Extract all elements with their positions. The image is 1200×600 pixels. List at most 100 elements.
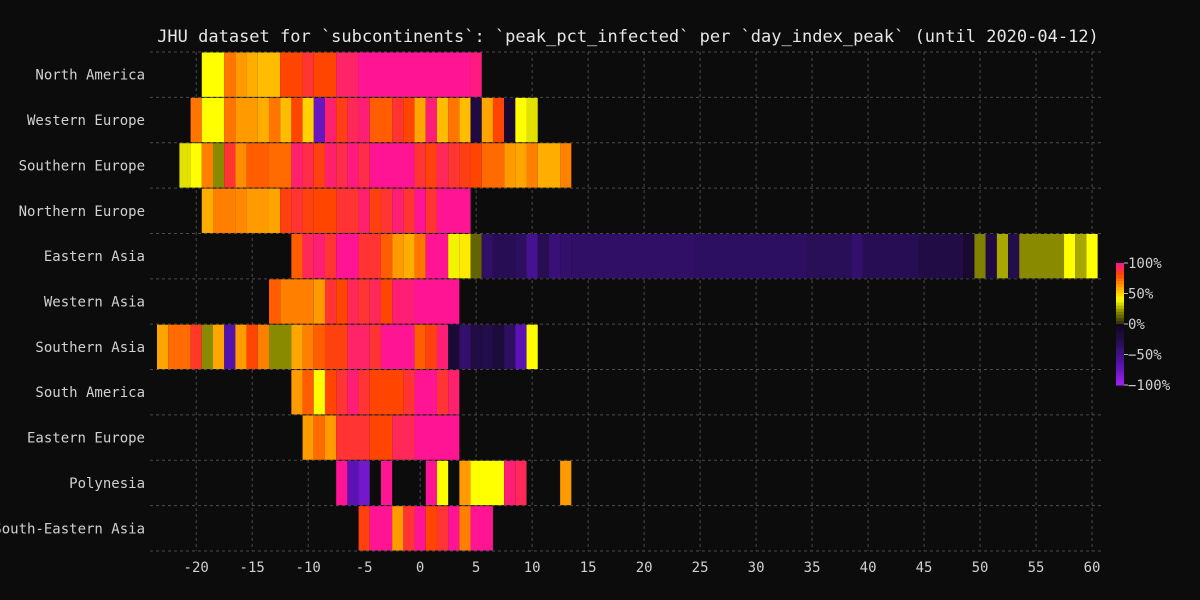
color-bar-label: 0%	[1128, 317, 1145, 333]
color-bar-segment	[1116, 369, 1124, 374]
x-tick-label: 40	[860, 560, 877, 576]
heatmap-cell	[246, 324, 258, 370]
color-bar-segment	[1116, 375, 1124, 380]
heatmap-cell	[157, 324, 169, 370]
heatmap-cell	[336, 52, 359, 97]
heatmap-cell	[280, 188, 292, 233]
heatmap-cell	[985, 233, 997, 279]
color-bar-segment	[1116, 378, 1124, 383]
x-tick-label: 0	[416, 560, 424, 576]
y-tick-label: Western Asia	[44, 295, 145, 311]
heatmap-cell	[257, 324, 269, 370]
heatmap-cell	[280, 97, 292, 143]
heatmap-cell	[347, 324, 370, 370]
heatmap-cell	[515, 324, 527, 370]
x-axis: -20 -15 -10 -5 0 5 10 15 20 25 30 35 40 45 50 55 60	[184, 560, 1101, 576]
y-tick-label: Southern Asia	[35, 340, 145, 356]
heatmap-cell	[436, 370, 449, 415]
heatmap-cell	[448, 506, 460, 551]
x-tick-label: 45	[916, 560, 933, 576]
chart-title: JHU dataset for `subcontinents`: `peak_p…	[157, 27, 1099, 47]
color-bar-segment	[1116, 287, 1124, 292]
heatmap-cell	[257, 52, 281, 97]
heatmap-cell	[380, 233, 393, 279]
heatmap-cell	[380, 188, 393, 233]
heatmap-cell	[313, 97, 325, 143]
heatmap-cell	[212, 143, 225, 188]
y-tick-label: South-Eastern Asia	[0, 521, 145, 537]
color-bar-label: 100%	[1128, 256, 1162, 272]
heatmap-cell	[448, 97, 460, 143]
color-bar-segment	[1116, 354, 1124, 359]
heatmap-cell	[380, 324, 415, 370]
heatmap-cell	[436, 324, 449, 370]
heatmap-cell	[246, 188, 269, 233]
heatmap-cell	[560, 143, 572, 188]
heatmap-cell	[313, 143, 325, 188]
heatmap-cell	[224, 97, 236, 143]
heatmap-cell	[425, 233, 449, 279]
heatmap-cell	[268, 324, 292, 370]
heatmap-cell	[336, 143, 348, 188]
heatmap-cell	[201, 97, 225, 143]
color-bar-segment	[1116, 381, 1124, 386]
heatmap-cell	[369, 324, 381, 370]
heatmap-cell	[324, 143, 337, 188]
heatmap-cell	[358, 188, 370, 233]
color-bar-segment	[1116, 360, 1124, 365]
heatmap-cell	[358, 460, 370, 506]
heatmap-cell	[302, 52, 314, 97]
color-bar-segment	[1116, 308, 1124, 313]
heatmap-cell	[336, 415, 370, 460]
heatmap-cell	[358, 506, 370, 551]
heatmap-cell	[336, 233, 359, 279]
heatmap-cell	[537, 233, 549, 279]
heatmap-cell	[1008, 233, 1020, 279]
heatmap-cell	[235, 97, 258, 143]
heatmap-cell	[425, 188, 437, 233]
heatmap-cell	[369, 370, 404, 415]
heatmap-cell	[448, 324, 460, 370]
heatmap-cell	[560, 233, 572, 279]
heatmap-cell	[459, 506, 471, 551]
color-bar-segment	[1116, 266, 1124, 270]
color-bar-segment	[1116, 348, 1124, 353]
heatmap-cell	[862, 233, 919, 279]
heatmap-cell	[347, 143, 359, 188]
heatmap-cell	[336, 97, 348, 143]
heatmap-cell	[302, 97, 314, 143]
color-bar-segment	[1116, 345, 1124, 349]
y-tick-label: Eastern Asia	[44, 249, 145, 265]
heatmap-cell	[336, 370, 348, 415]
heatmap-cell	[313, 370, 325, 415]
heatmap-cell	[481, 324, 493, 370]
heatmap-cell	[358, 233, 381, 279]
color-bar-segment	[1116, 336, 1124, 340]
heatmap-cell	[974, 233, 986, 279]
heatmap-cell	[302, 370, 314, 415]
color-bar: 100% 50% 0% −50% −100%	[1116, 256, 1171, 394]
x-tick-label: 30	[748, 560, 765, 576]
y-tick-label: Western Europe	[27, 113, 145, 129]
heatmap-cell	[302, 188, 314, 233]
x-tick-label: -10	[296, 560, 321, 576]
color-bar-segment	[1116, 330, 1124, 334]
heatmap-cell	[448, 233, 460, 279]
heatmap-cell	[448, 143, 460, 188]
color-bar-segment	[1116, 278, 1124, 282]
heatmap-cell	[526, 143, 538, 188]
heatmap-cell	[302, 324, 314, 370]
heatmap-cell	[380, 279, 393, 324]
heatmap-cell	[425, 324, 437, 370]
heatmap-cell	[291, 370, 303, 415]
heatmap-cell	[313, 415, 325, 460]
heatmap-cell	[369, 97, 393, 143]
heatmap-cell	[470, 506, 493, 551]
heatmap-cell	[347, 97, 359, 143]
heatmap-cell	[358, 279, 370, 324]
heatmap-cell	[224, 143, 236, 188]
color-bar-segment	[1116, 363, 1124, 368]
heatmap-cell	[403, 97, 415, 143]
color-bar-segment	[1116, 317, 1124, 322]
